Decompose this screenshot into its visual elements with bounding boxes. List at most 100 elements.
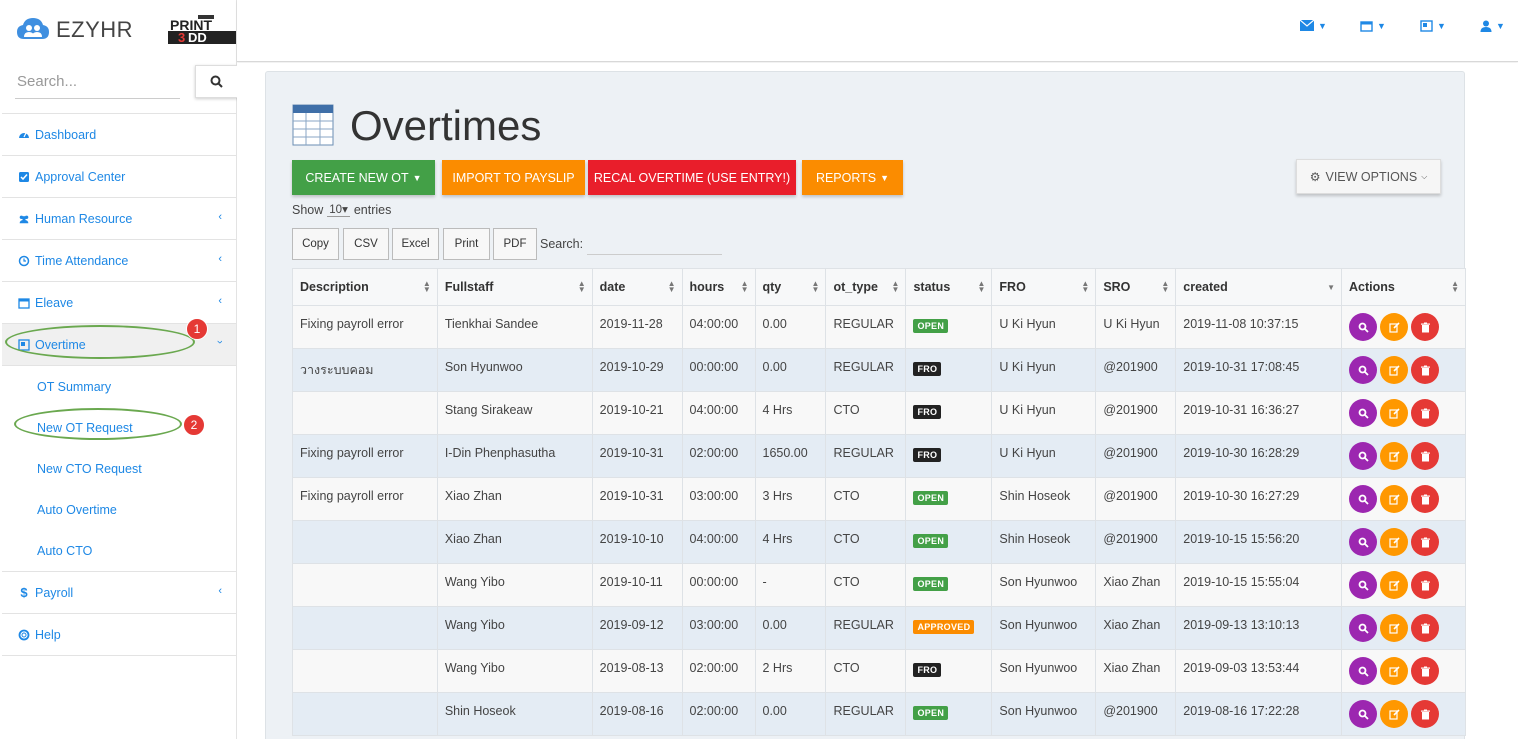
delete-button[interactable] [1411,485,1439,513]
cell-fro: Son Hyunwoo [991,692,1097,736]
sidebar-item-time-attendance[interactable]: Time Attendance ‹ [2,240,236,282]
column-header-date[interactable]: date ▲ ▼ [591,268,683,306]
view-button[interactable] [1349,571,1377,599]
column-header-description[interactable]: Description ▲ ▼ [292,268,438,306]
cell-ot-type: REGULAR [825,348,907,392]
entries-label: entries [353,202,392,217]
column-header-qty[interactable]: qty ▲ ▼ [754,268,827,306]
delete-button[interactable] [1411,657,1439,685]
sidebar-subitem-new-cto-request[interactable]: New CTO Request [37,461,142,476]
view-button[interactable] [1349,614,1377,642]
column-header-hours[interactable]: hours ▲ ▼ [681,268,756,306]
cell-actions [1341,434,1466,478]
sort-icon: ▲ ▼ [422,279,431,294]
messages-menu[interactable]: ▼ [1300,20,1327,31]
delete-button[interactable] [1411,356,1439,384]
cell-qty: 0.00 [754,305,827,349]
view-options-button[interactable]: ⚙ VIEW OPTIONS ⌵ [1296,159,1441,194]
view-button[interactable] [1349,528,1377,556]
view-button[interactable] [1349,700,1377,728]
view-button[interactable] [1349,485,1377,513]
cell-fullstaff: Wang Yibo [436,649,593,693]
column-header-sro[interactable]: SRO ▲ ▼ [1095,268,1177,306]
sidebar-item-label: Human Resource [35,211,133,226]
view-button[interactable] [1349,356,1377,384]
excel-button[interactable]: Excel [392,228,439,260]
entries-select[interactable]: 10▾ [327,204,350,217]
cell-created: 2019-10-31 17:08:45 [1175,348,1342,392]
pdf-button[interactable]: PDF [493,228,537,260]
calendar-menu[interactable]: ▼ [1360,20,1386,32]
cell-status: FRO [905,649,993,693]
status-badge: OPEN [913,319,949,333]
chevron-left-icon: ‹ [218,253,222,265]
search-input[interactable] [15,65,180,99]
csv-button[interactable]: CSV [343,228,389,260]
column-header-fro[interactable]: FRO ▲ ▼ [991,268,1097,306]
sidebar-item-approval-center[interactable]: Approval Center [2,156,236,198]
delete-button[interactable] [1411,399,1439,427]
search-button[interactable] [195,65,238,98]
edit-button[interactable] [1380,657,1408,685]
cell-created: 2019-10-30 16:28:29 [1175,434,1342,478]
show-entries: Show 10▾ entries [292,202,391,217]
trash-icon [1420,494,1430,504]
column-header-fullstaff[interactable]: Fullstaff ▲ ▼ [436,268,593,306]
cell-actions [1341,692,1466,736]
edit-button[interactable] [1380,700,1408,728]
sidebar-item-dashboard[interactable]: Dashboard [2,114,236,156]
brand[interactable]: EZYHR [16,15,133,45]
edit-button[interactable] [1380,571,1408,599]
edit-button[interactable] [1380,356,1408,384]
delete-button[interactable] [1411,528,1439,556]
sidebar-subitem-ot-summary[interactable]: OT Summary [37,379,112,394]
view-button[interactable] [1349,399,1377,427]
edit-button[interactable] [1380,528,1408,556]
reports-button[interactable]: REPORTS ▼ [802,160,903,195]
sidebar-subitem-auto-cto[interactable]: Auto CTO [37,543,93,558]
edit-icon [1388,665,1400,677]
sidebar-item-label: Eleave [35,295,74,310]
sidebar-item-human-resource[interactable]: Human Resource ‹ [2,198,236,240]
print-button[interactable]: Print [443,228,490,260]
sidebar-item-help[interactable]: Help [2,614,236,656]
delete-button[interactable] [1411,614,1439,642]
user-menu[interactable]: ▼ [1480,20,1505,32]
view-button[interactable] [1349,313,1377,341]
delete-button[interactable] [1411,442,1439,470]
cell-qty: 0.00 [754,606,827,650]
delete-button[interactable] [1411,313,1439,341]
overtimes-table: Description ▲ ▼ Fullstaff ▲ ▼ date ▲ ▼ hours ▲ ▼… [292,268,1466,736]
column-header-created[interactable]: created ▼ [1175,268,1342,306]
cell-ot-type: CTO [825,563,907,607]
recal-overtime-button[interactable]: RECAL OVERTIME (USE ENTRY!) [588,160,796,195]
delete-button[interactable] [1411,700,1439,728]
edit-icon [1388,321,1400,333]
cell-fro: U Ki Hyun [991,305,1097,349]
row-actions [1349,313,1458,341]
edit-button[interactable] [1380,485,1408,513]
column-header-ot-type[interactable]: ot_type ▲ ▼ [825,268,907,306]
import-to-payslip-button[interactable]: IMPORT TO PAYSLIP [442,160,585,195]
sidebar-subitem-new-ot-request[interactable]: New OT Request [37,420,133,435]
sidebar-item-eleave[interactable]: Eleave ‹ [2,282,236,324]
column-header-status[interactable]: status ▲ ▼ [905,268,993,306]
edit-button[interactable] [1380,399,1408,427]
create-new-ot-button[interactable]: CREATE NEW OT ▼ [292,160,435,195]
sidebar-subitem-auto-overtime[interactable]: Auto Overtime [37,502,117,517]
chevron-left-icon: ‹ [218,585,222,597]
edit-button[interactable] [1380,614,1408,642]
header-label: date [599,280,626,294]
delete-button[interactable] [1411,571,1439,599]
table-search-input[interactable] [587,233,723,255]
sidebar-item-payroll[interactable]: $ Payroll ‹ [2,572,236,614]
edit-button[interactable] [1380,442,1408,470]
column-header-actions[interactable]: Actions ▲ ▼ [1341,268,1466,306]
edit-button[interactable] [1380,313,1408,341]
cell-actions [1341,305,1466,349]
view-button[interactable] [1349,657,1377,685]
copy-button[interactable]: Copy [292,228,339,260]
view-button[interactable] [1349,442,1377,470]
edit-icon [1388,708,1400,720]
apps-menu[interactable]: ▼ [1420,20,1446,32]
